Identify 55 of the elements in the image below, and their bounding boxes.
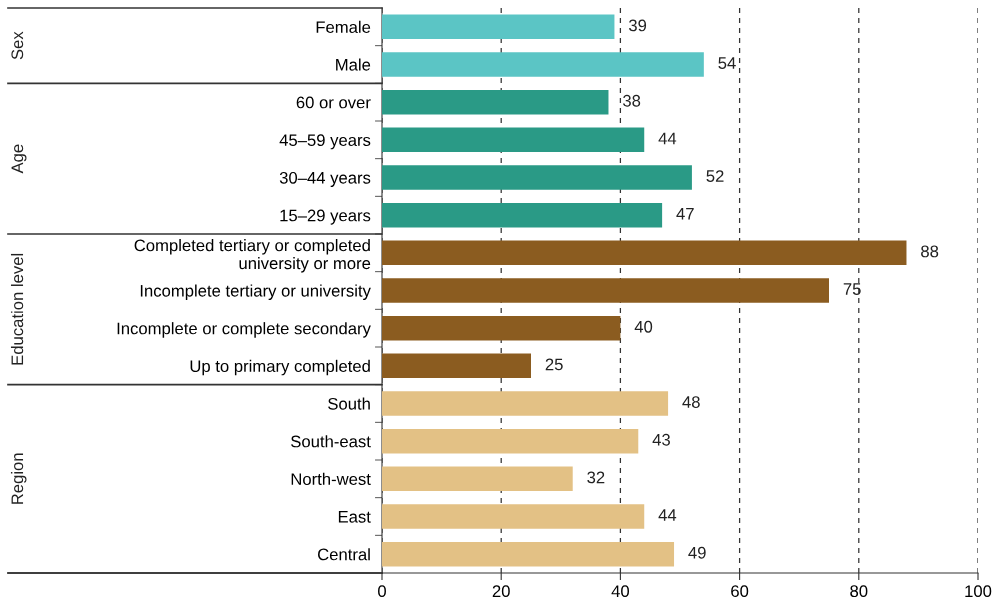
bar	[382, 52, 704, 77]
bar	[382, 165, 692, 190]
x-tick-label: 80	[850, 585, 868, 598]
text: Education level	[10, 253, 24, 365]
y-tick-label: 45–59 years	[279, 134, 371, 150]
bar	[382, 240, 907, 266]
bar	[382, 353, 531, 379]
text: Region	[10, 453, 27, 504]
y-tick-label: North-west	[291, 472, 371, 486]
x-tick-label: 0	[378, 585, 386, 598]
y-tick-label: Up to primary completed	[190, 359, 370, 376]
bar	[382, 504, 645, 529]
data-label: 88	[921, 245, 939, 258]
data-label: 47	[676, 208, 694, 220]
x-tick-label: 60	[731, 585, 749, 598]
data-label: 38	[623, 94, 641, 107]
data-label: 48	[682, 396, 700, 408]
y-tick-label: Female	[316, 20, 371, 34]
bar	[382, 541, 675, 567]
data-label: 39	[628, 19, 647, 32]
y-tick-label: Male	[336, 58, 371, 71]
bar	[382, 315, 621, 341]
bar	[382, 14, 615, 40]
data-label: 40	[634, 320, 653, 333]
text: Sex	[11, 31, 24, 60]
bar	[382, 278, 829, 303]
data-label: 49	[688, 546, 706, 559]
bar	[382, 89, 609, 115]
y-tick-label: East	[338, 511, 371, 523]
data-label: 52	[706, 170, 724, 182]
bar	[382, 466, 573, 492]
data-label: 44	[658, 132, 677, 145]
y-tick-label: Central	[318, 548, 370, 561]
y-tick-label: South	[328, 397, 370, 410]
data-label: 44	[658, 509, 677, 521]
y-tick-label: Incomplete or complete secondary	[117, 322, 371, 338]
y-tick-label: South-east	[291, 435, 371, 448]
x-tick-label: 40	[611, 585, 630, 598]
x-tick-label: 20	[492, 585, 510, 598]
bar	[382, 428, 639, 454]
text: Age	[11, 144, 27, 174]
y-tick-label: Completed tertiary or completed university or more	[134, 239, 371, 273]
data-label: 32	[587, 471, 605, 484]
y-tick-label: 30–44 years	[279, 171, 371, 187]
bar	[382, 202, 663, 228]
y-tick-label: 60 or over	[296, 96, 371, 109]
x-tick-label: 100	[965, 585, 992, 598]
bar	[382, 127, 645, 153]
data-label: 43	[652, 433, 670, 446]
data-label: 54	[718, 57, 736, 69]
data-label: 25	[545, 358, 563, 371]
y-tick-label: Incomplete tertiary or university	[140, 284, 371, 300]
y-tick-label: 15–29 years	[280, 209, 371, 225]
bar	[382, 391, 669, 416]
data-label: 75	[843, 283, 861, 295]
